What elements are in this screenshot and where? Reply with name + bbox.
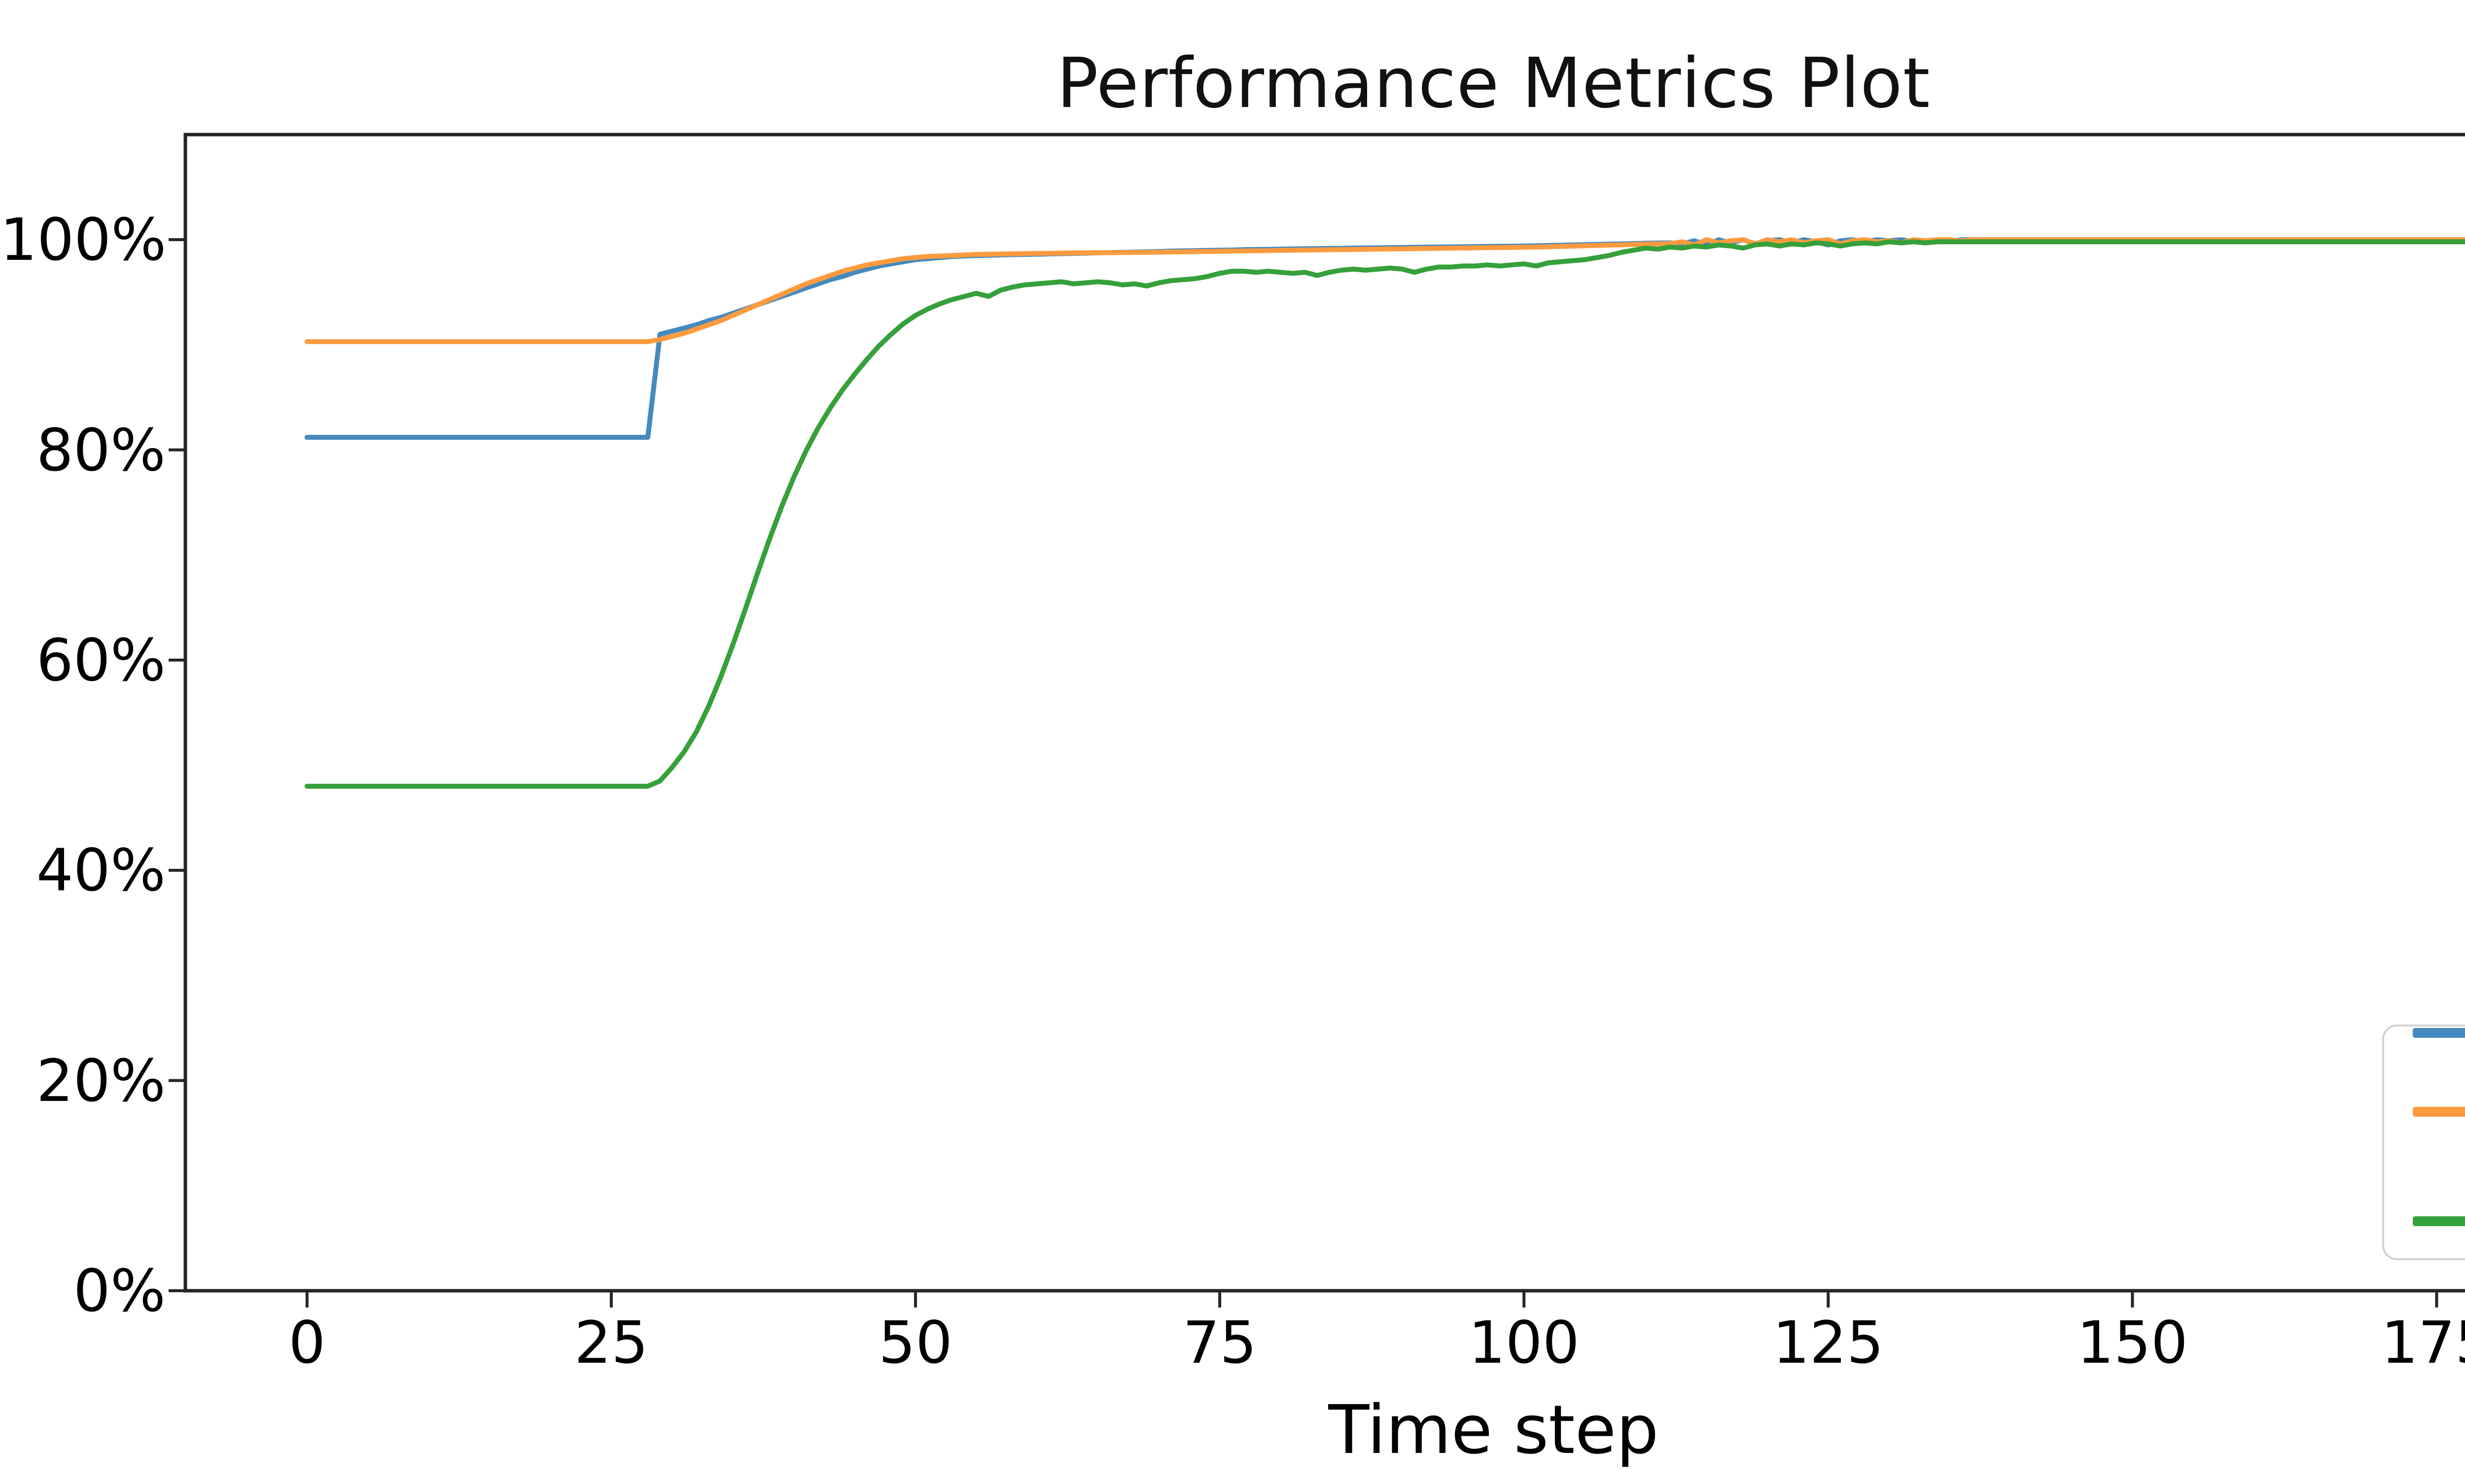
x-tick-label: 150: [2077, 1308, 2188, 1377]
x-tick-label: 175: [2381, 1308, 2465, 1377]
legend-line-swatch-icon: [2413, 1028, 2465, 1038]
x-axis-title: Time step: [1328, 1391, 1659, 1469]
y-tick-label: 0%: [73, 1257, 166, 1325]
legend-item-f1-score: F1-score: [2413, 1160, 2465, 1282]
legend-line-swatch-icon: [2413, 1107, 2465, 1117]
x-tick-label: 100: [1468, 1308, 1580, 1377]
y-tick-label: 20%: [36, 1046, 166, 1115]
y-tick-label: 40%: [36, 836, 166, 905]
legend-items: Precision Recall F1-score: [2413, 1002, 2465, 1282]
x-tick-label: 125: [1772, 1308, 1884, 1377]
legend-box: PrecisionRecallF1-score: [2382, 1025, 2465, 1260]
y-tick-label: 80%: [36, 416, 166, 484]
axes-spines: [183, 133, 2465, 1293]
x-tick-label: 50: [878, 1308, 953, 1377]
legend-item-recall: Recall: [2413, 1081, 2465, 1142]
legend-item-precision: Precision: [2413, 1002, 2465, 1063]
y-tick-label: 100%: [0, 206, 167, 274]
legend-line-swatch-icon: [2413, 1216, 2465, 1226]
chart-title: Performance Metrics Plot: [1056, 43, 1931, 124]
x-tick-label: 75: [1183, 1308, 1257, 1377]
series-line-recall: [304, 237, 2465, 344]
x-tick-label: 25: [574, 1308, 648, 1377]
x-tick-label: 0: [288, 1308, 326, 1377]
series-line-f1-score: [304, 239, 2465, 789]
y-tick-label: 60%: [36, 626, 166, 694]
